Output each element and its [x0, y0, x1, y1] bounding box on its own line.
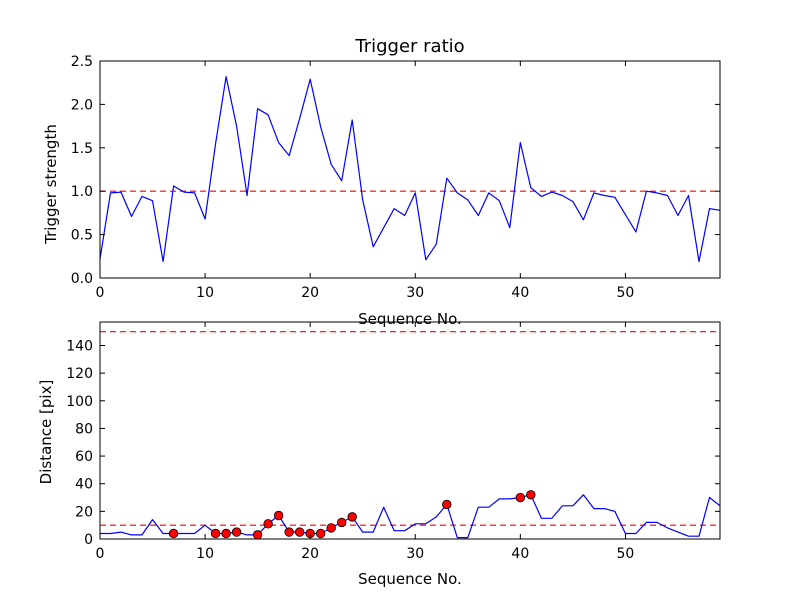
- axes-frame: [99, 321, 721, 540]
- y-tick-label: 2.0: [71, 97, 93, 113]
- plot-area: 0 10 20 30 40 50 0 20 40 60 80 100 120 140: [66, 321, 721, 562]
- y-tick-label: 1.5: [71, 141, 93, 157]
- y-tick-label: 0: [84, 532, 93, 548]
- x-tick-label: 30: [406, 285, 424, 301]
- x-axis-label: Sequence No.: [358, 310, 462, 328]
- y-tick-label: 140: [66, 338, 93, 354]
- x-tick-label: 50: [617, 285, 635, 301]
- x-tick-label: 20: [301, 285, 319, 301]
- y-tick-label: 0.0: [71, 271, 93, 287]
- data-point: [336, 517, 347, 528]
- data-point: [347, 512, 357, 522]
- data-point: [515, 492, 526, 503]
- data-point: [526, 490, 536, 500]
- y-tick-label: 2.5: [71, 54, 93, 70]
- data-point: [168, 528, 179, 539]
- y-tick-label: 1.0: [71, 184, 93, 200]
- x-tick-label: 30: [406, 546, 424, 562]
- y-tick-label: 100: [66, 394, 93, 410]
- data-point: [252, 530, 263, 540]
- data-point: [294, 527, 305, 537]
- y-axis-label: Distance [pix]: [37, 380, 55, 485]
- y-tick-label: 20: [75, 504, 93, 520]
- x-tick-label: 40: [511, 285, 529, 301]
- plot-area: 0 10 20 30 40 50 0.0 0.5 1.0 1.5 2.0 2.5: [71, 54, 721, 301]
- y-tick-label: 60: [75, 449, 93, 465]
- x-tick-label: 50: [617, 546, 635, 562]
- x-tick-label: 10: [196, 546, 214, 562]
- data-point: [210, 528, 221, 539]
- data-point: [315, 528, 326, 539]
- y-tick-label: 120: [66, 366, 93, 382]
- data-point: [284, 527, 294, 537]
- y-tick-label: 0.5: [71, 228, 93, 244]
- x-tick-label: 0: [96, 285, 105, 301]
- y-tick-label: 80: [75, 421, 93, 437]
- data-point: [221, 528, 231, 539]
- data-point: [326, 523, 336, 533]
- x-tick-label: 20: [301, 546, 319, 562]
- x-tick-label: 10: [196, 285, 214, 301]
- axes-frame: [99, 60, 721, 279]
- x-axis-label: Sequence No.: [358, 570, 462, 588]
- y-tick-label: 40: [75, 477, 93, 493]
- data-point: [442, 499, 452, 510]
- series-line-0: [99, 75, 721, 263]
- data-point: [263, 519, 273, 529]
- x-tick-label: 0: [96, 546, 105, 562]
- trigger-ratio-chart: Trigger ratio 0 10 20 30 40 50 0.0 0.5 1.0 1.5 2.0…: [42, 36, 721, 328]
- data-point: [273, 510, 284, 521]
- y-axis-label: Trigger strength: [42, 124, 60, 245]
- x-tick-label: 40: [511, 546, 529, 562]
- chart-title: Trigger ratio: [354, 36, 464, 57]
- series-line-0: [100, 494, 721, 539]
- distance-chart: 0 10 20 30 40 50 0 20 40 60 80 100 120 140 Sequence N…: [37, 321, 721, 588]
- data-point: [231, 527, 242, 537]
